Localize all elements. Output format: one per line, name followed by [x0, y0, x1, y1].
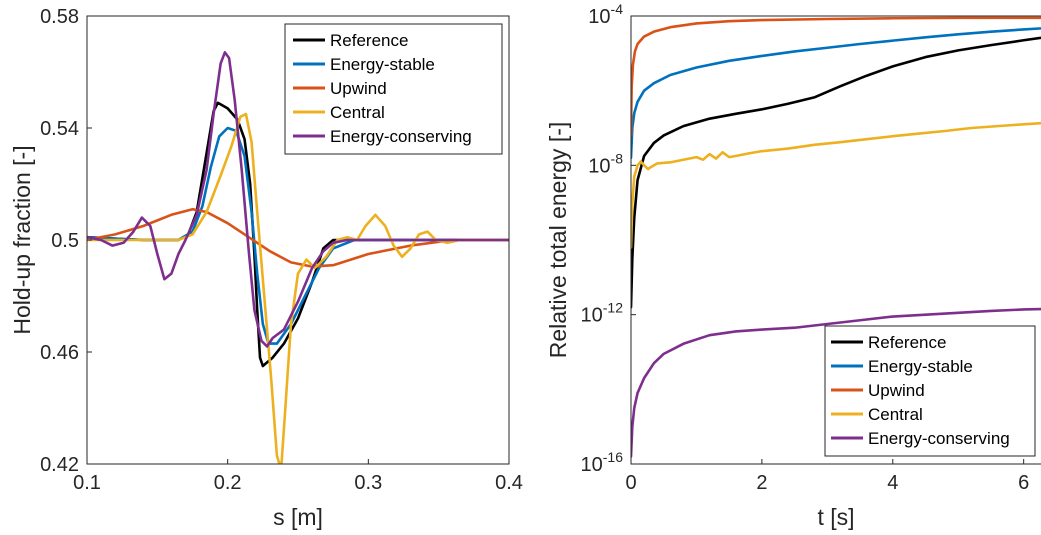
left-ticks: 0.1 0.2 0.3 0.4 0.42 0.46 0.5 0.54 0.58	[40, 6, 523, 494]
right-legend-label-reference: Reference	[868, 333, 946, 352]
left-y-tick-label: 0.58	[40, 6, 79, 28]
right-y-tick-label: 10-12	[581, 300, 624, 327]
right-ticks: 0 2 4 6 10-16 10-12 10-8 10-4	[581, 1, 1030, 494]
right-x-axis-title: t [s]	[817, 504, 854, 530]
left-x-axis-title: s [m]	[273, 504, 323, 530]
left-legend-label-energy-conserving: Energy-conserving	[330, 127, 472, 146]
left-legend-label-energy-stable: Energy-stable	[330, 55, 435, 74]
left-series-line-energy-conserving	[87, 51, 509, 348]
right-series-group	[631, 16, 1041, 458]
left-x-tick-label: 0.2	[214, 472, 242, 494]
left-y-tick-label: 0.46	[40, 342, 79, 364]
left-series-line-central	[87, 112, 509, 464]
right-x-tick-label: 6	[1018, 472, 1029, 494]
right-panel: 0 2 4 6 10-16 10-12 10-8 10-4 t [s] Relative to…	[545, 1, 1041, 530]
right-legend-label-central: Central	[868, 405, 923, 424]
right-legend-label-upwind: Upwind	[868, 381, 925, 400]
right-x-tick-label: 0	[625, 472, 636, 494]
left-legend-label-reference: Reference	[330, 31, 408, 50]
left-series-group	[87, 51, 509, 464]
left-panel: 0.1 0.2 0.3 0.4 0.42 0.46 0.5 0.54 0.58 s [m] Ho…	[9, 6, 523, 530]
left-x-tick-label: 0.3	[354, 472, 382, 494]
right-y-axis-title: Relative total energy [-]	[545, 122, 571, 359]
left-y-tick-label: 0.5	[51, 230, 79, 252]
left-legend-label-upwind: Upwind	[330, 79, 387, 98]
right-series-line-upwind	[631, 16, 1041, 137]
left-series-line-energy-stable	[87, 126, 509, 345]
right-x-tick-label: 2	[756, 472, 767, 494]
right-y-tick-label: 10-4	[588, 1, 623, 28]
right-series-line-energy-stable	[631, 27, 1041, 160]
left-legend: Reference Energy-stable Upwind Central E…	[284, 23, 503, 155]
right-y-tick-label: 10-16	[581, 449, 624, 476]
right-series-line-energy-conserving	[631, 307, 1041, 458]
right-x-tick-label: 4	[887, 472, 898, 494]
right-legend-label-energy-conserving: Energy-conserving	[868, 429, 1010, 448]
right-series-line-reference	[631, 36, 1041, 309]
right-series-line-central	[631, 121, 1041, 249]
left-x-tick-label: 0.1	[73, 472, 101, 494]
left-legend-label-central: Central	[330, 103, 385, 122]
left-x-tick-label: 0.4	[495, 472, 523, 494]
left-y-tick-label: 0.54	[40, 118, 79, 140]
right-legend-label-energy-stable: Energy-stable	[868, 357, 973, 376]
left-y-tick-label: 0.42	[40, 454, 79, 476]
left-y-axis-title: Hold-up fraction [-]	[9, 145, 35, 334]
right-axes-box	[630, 15, 1041, 465]
right-legend: Reference Energy-stable Upwind Central E…	[824, 325, 1036, 457]
right-y-tick-label: 10-8	[588, 150, 623, 177]
